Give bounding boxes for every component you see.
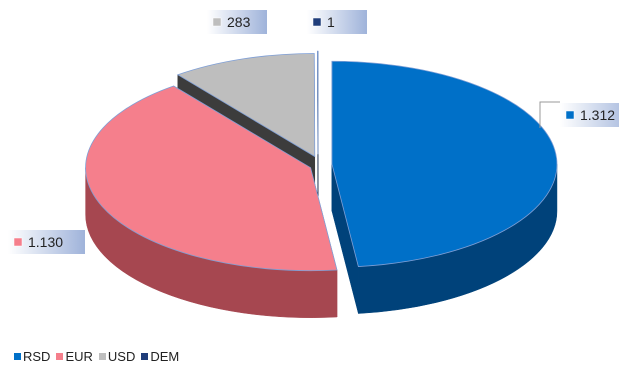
slice-dem <box>317 50 319 202</box>
legend-item-eur: EUR <box>56 349 93 364</box>
legend-label-eur: EUR <box>65 349 93 364</box>
slice-top-rsd <box>331 60 558 267</box>
legend-item-dem: DEM <box>141 349 179 364</box>
data-label-usd: 283 <box>207 10 267 34</box>
data-label-swatch-rsd <box>565 110 575 120</box>
data-label-swatch-eur <box>13 237 23 247</box>
data-label-text-eur: 1.130 <box>28 234 63 250</box>
legend-swatch-rsd <box>14 353 21 360</box>
slice-top-dem <box>317 50 319 155</box>
slice-top-eur <box>85 85 338 272</box>
data-label-swatch-usd <box>212 17 222 27</box>
slice-eur <box>85 85 338 318</box>
data-label-rsd: 1.312 <box>539 101 619 128</box>
data-label-eur: 1.130 <box>8 230 85 254</box>
legend-label-dem: DEM <box>150 349 180 364</box>
legend-swatch-dem <box>141 353 149 360</box>
data-label-text-usd: 283 <box>227 14 251 30</box>
legend-item-usd: USD <box>98 349 136 364</box>
data-label-text-dem: 1 <box>327 14 335 30</box>
slice-rsd <box>331 60 558 314</box>
data-label-swatch-dem <box>312 17 322 27</box>
data-label-text-rsd: 1.312 <box>580 107 615 123</box>
legend-item-rsd: RSD <box>14 349 50 364</box>
leader-line-rsd <box>539 101 560 128</box>
legend-swatch-usd <box>98 353 106 360</box>
legend: RSD EUR USD DEM <box>14 349 179 364</box>
legend-label-usd: USD <box>107 349 136 364</box>
data-label-dem: 1 <box>307 10 367 34</box>
slice-top-usd <box>176 53 316 158</box>
legend-swatch-eur <box>56 353 64 360</box>
legend-label-rsd: RSD <box>23 349 51 364</box>
